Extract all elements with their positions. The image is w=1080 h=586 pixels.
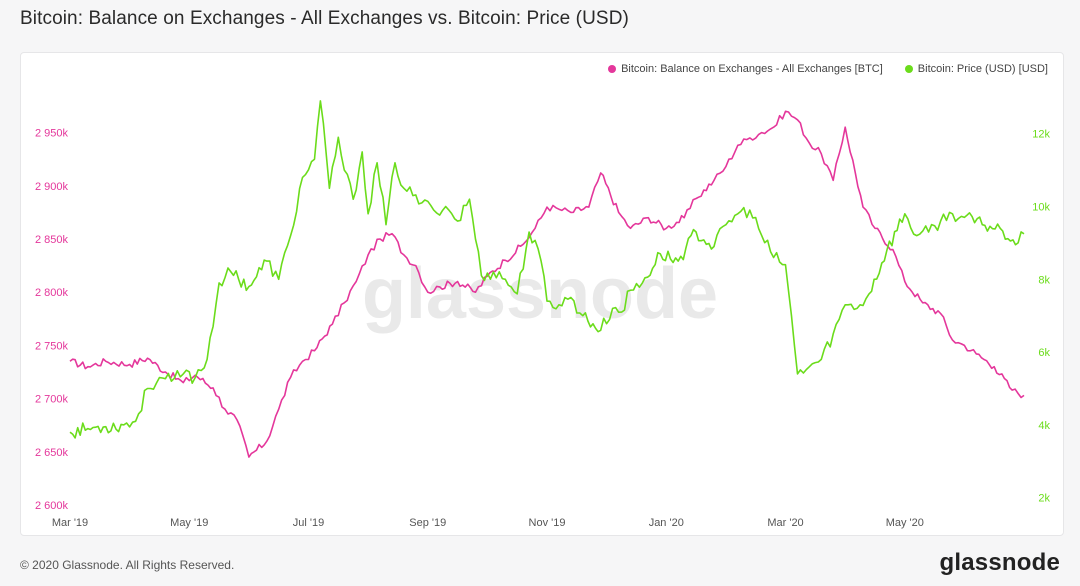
x-tick-label: May '19 [170, 517, 208, 529]
legend-label-balance: Bitcoin: Balance on Exchanges - All Exch… [621, 63, 883, 75]
x-tick-label: Nov '19 [529, 517, 566, 529]
series-line-price[interactable] [69, 100, 1025, 439]
right-tick-label: 12k [1032, 129, 1050, 141]
chart-card [20, 52, 1064, 536]
series-line-balance[interactable] [69, 110, 1025, 458]
left-tick-label: 2 900k [35, 181, 69, 193]
x-tick-label: Sep '19 [409, 517, 446, 529]
glassnode-logo: glassnode [939, 549, 1060, 576]
left-tick-label: 2 650k [35, 447, 69, 459]
left-tick-label: 2 750k [35, 340, 69, 352]
chart-legend: Bitcoin: Balance on Exchanges - All Exch… [608, 63, 1048, 75]
right-tick-label: 10k [1032, 201, 1050, 213]
left-tick-label: 2 600k [35, 500, 69, 512]
x-tick-label: Jul '19 [293, 517, 324, 529]
x-tick-label: Mar '19 [52, 517, 88, 529]
x-tick-label: Mar '20 [767, 517, 803, 529]
right-tick-label: 6k [1038, 347, 1050, 359]
left-tick-label: 2 700k [35, 394, 69, 406]
legend-dot-price [904, 65, 913, 73]
left-tick-label: 2 800k [35, 287, 69, 299]
legend-label-price: Bitcoin: Price (USD) [USD] [917, 63, 1048, 75]
copyright-text: © 2020 Glassnode. All Rights Reserved. [20, 558, 235, 572]
left-tick-label: 2 950k [35, 128, 69, 140]
right-axis: 2k 4k 6k 8k 10k 12k [1032, 129, 1050, 505]
left-tick-label: 2 850k [35, 234, 69, 246]
x-axis: Mar '19 May '19 Jul '19 Sep '19 Nov '19 Jan '… [52, 517, 924, 529]
right-tick-label: 8k [1038, 274, 1050, 286]
right-tick-label: 4k [1038, 420, 1050, 432]
left-axis: 2 600k 2 650k 2 700k 2 750k 2 800k 2 850k 2 90… [35, 128, 69, 512]
watermark: glassnode [362, 254, 718, 334]
x-tick-label: Jan '20 [649, 517, 684, 529]
legend-dot-balance [608, 65, 617, 73]
legend-item-price[interactable]: Bitcoin: Price (USD) [USD] [904, 63, 1048, 75]
right-tick-label: 2k [1038, 493, 1050, 505]
series-group [69, 100, 1025, 458]
x-tick-label: May '20 [886, 517, 924, 529]
legend-item-balance[interactable]: Bitcoin: Balance on Exchanges - All Exch… [608, 63, 883, 75]
chart-title: Bitcoin: Balance on Exchanges - All Exch… [20, 8, 629, 29]
